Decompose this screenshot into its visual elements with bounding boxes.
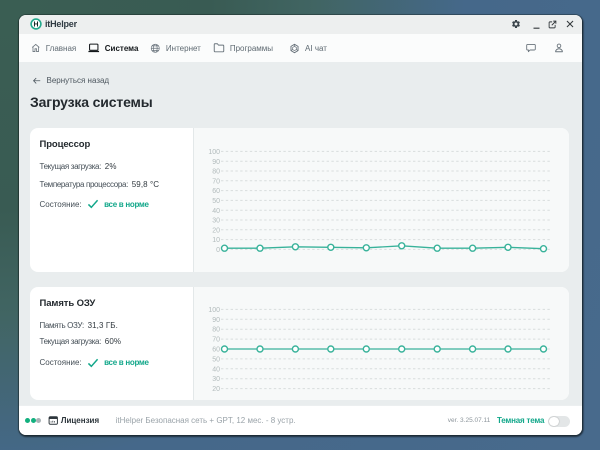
svg-text:90: 90 bbox=[212, 159, 220, 166]
svg-text:40: 40 bbox=[212, 208, 220, 215]
svg-text:60: 60 bbox=[212, 188, 220, 195]
svg-text:20: 20 bbox=[212, 227, 220, 234]
svg-text:50: 50 bbox=[212, 198, 220, 205]
svg-text:40: 40 bbox=[212, 366, 220, 373]
svg-text:0: 0 bbox=[216, 247, 220, 254]
svg-text:20: 20 bbox=[212, 386, 220, 393]
svg-text:80: 80 bbox=[212, 327, 220, 334]
svg-text:50: 50 bbox=[212, 356, 220, 363]
svg-text:100: 100 bbox=[208, 307, 220, 314]
svg-text:30: 30 bbox=[212, 376, 220, 383]
svg-text:30: 30 bbox=[212, 218, 220, 225]
svg-text:70: 70 bbox=[212, 337, 220, 344]
svg-text:60: 60 bbox=[212, 347, 220, 354]
svg-text:70: 70 bbox=[212, 178, 220, 185]
svg-text:80: 80 bbox=[212, 169, 220, 176]
svg-text:H: H bbox=[34, 21, 39, 28]
svg-text:90: 90 bbox=[212, 317, 220, 324]
svg-text:10: 10 bbox=[212, 237, 220, 244]
svg-text:100: 100 bbox=[208, 149, 220, 156]
